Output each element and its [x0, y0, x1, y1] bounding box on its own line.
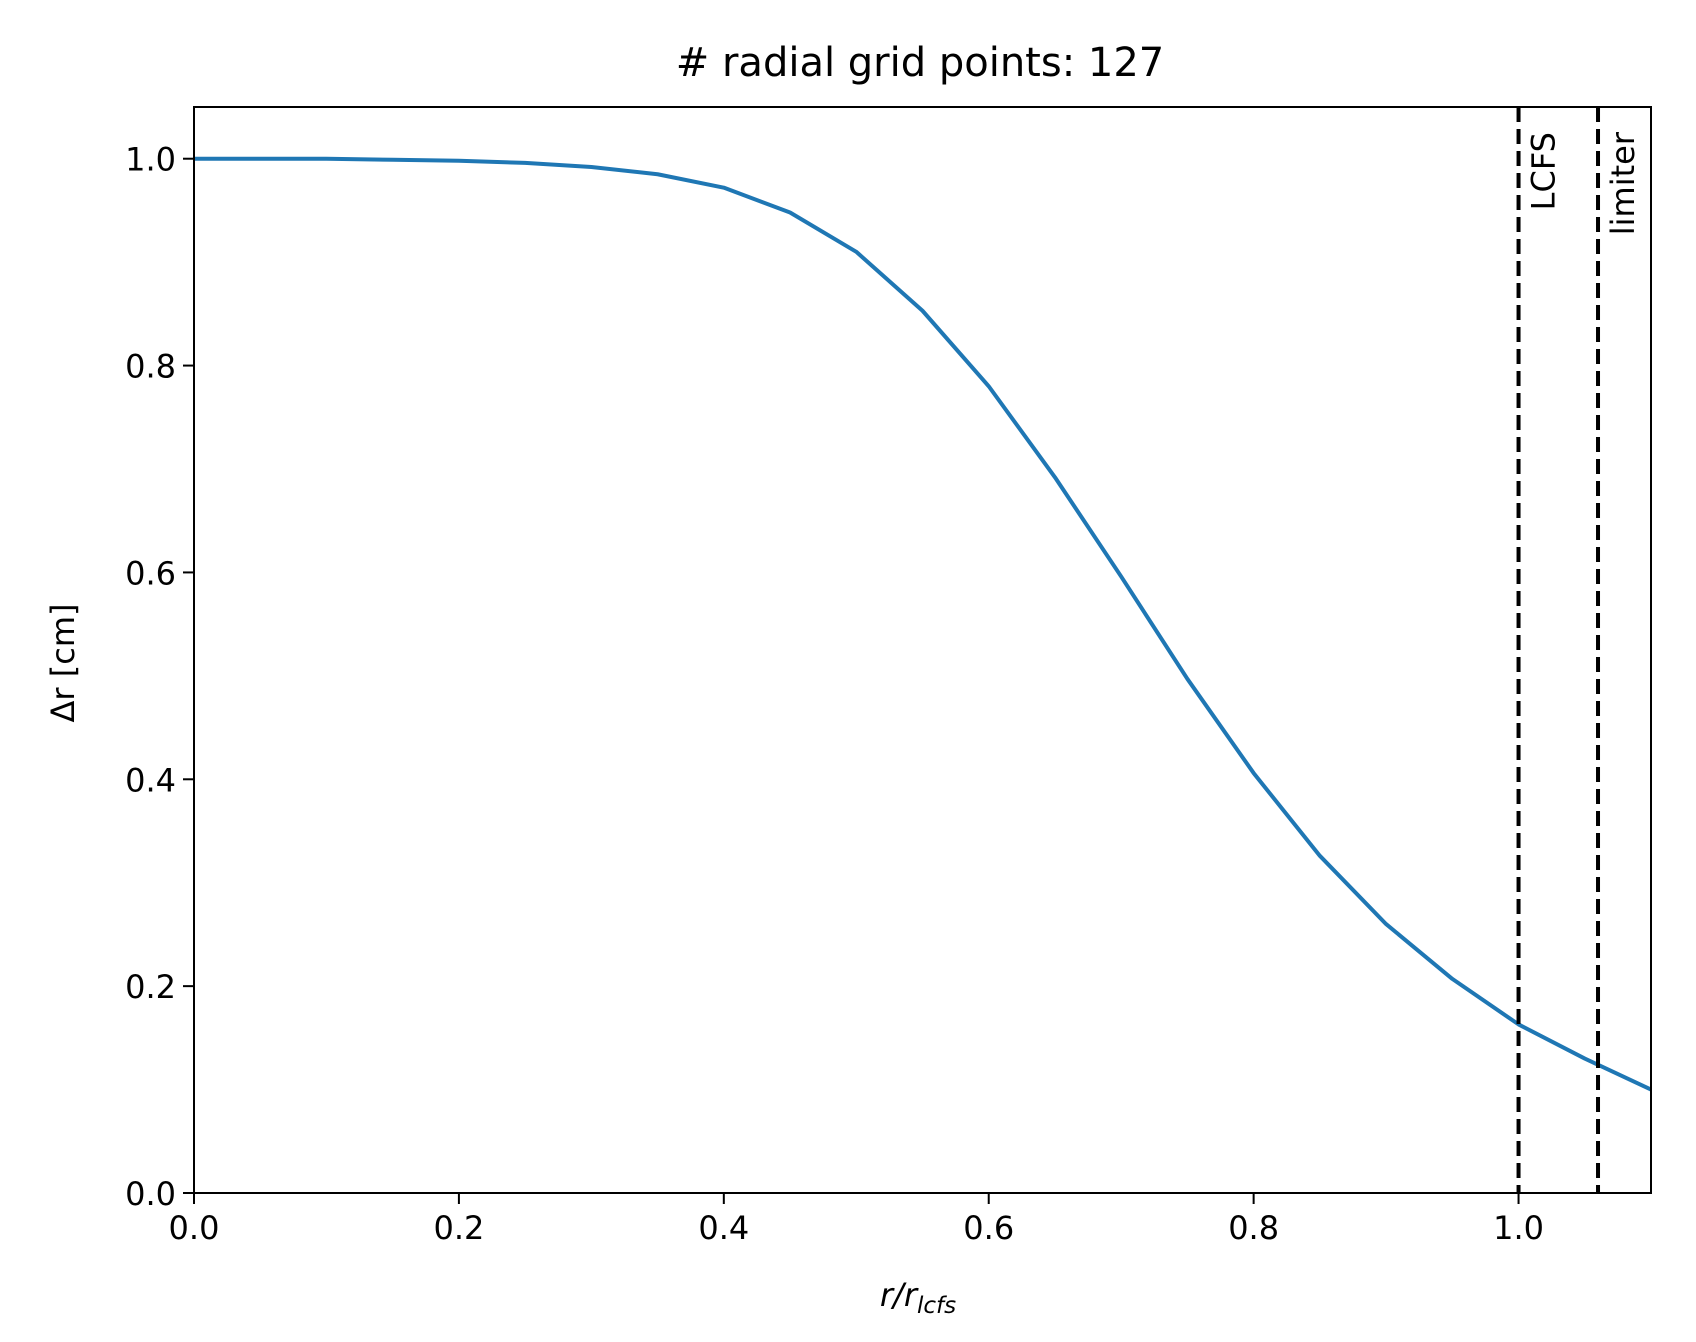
plot-area: LCFS limiter 0.0 0.2 0.4 0.6 0.8 1.0 0.0 0.2 0.4 0.…	[125, 106, 1652, 1247]
y-tick-label-2: 0.4	[125, 761, 176, 799]
vline-label-1: limiter	[1604, 131, 1642, 235]
x-axis-label-main: r/r	[880, 1276, 919, 1314]
x-axis-label: r/rlcfs	[880, 1276, 956, 1319]
y-tick-label-4: 0.8	[125, 348, 176, 386]
y-tick-label-0: 0.0	[125, 1175, 176, 1213]
x-tick-label-1: 0.2	[433, 1209, 484, 1247]
y-tick-label-1: 0.2	[125, 968, 176, 1006]
y-tick-label-5: 1.0	[125, 141, 176, 179]
chart-title: # radial grid points: 127	[676, 40, 1164, 86]
x-tick-label-0: 0.0	[169, 1209, 220, 1247]
x-tick-label-5: 1.0	[1493, 1209, 1544, 1247]
series-line-0	[194, 156, 1652, 1092]
y-tick-label-3: 0.6	[125, 554, 176, 592]
x-tick-label-2: 0.4	[698, 1209, 749, 1247]
vline-label-0: LCFS	[1525, 132, 1563, 210]
y-axis-label: Δr [cm]	[44, 604, 82, 723]
x-tick-label-3: 0.6	[963, 1209, 1014, 1247]
x-tick-label-4: 0.8	[1228, 1209, 1279, 1247]
x-axis-label-subscript: lcfs	[917, 1293, 956, 1319]
axes-frame	[193, 106, 1652, 1194]
